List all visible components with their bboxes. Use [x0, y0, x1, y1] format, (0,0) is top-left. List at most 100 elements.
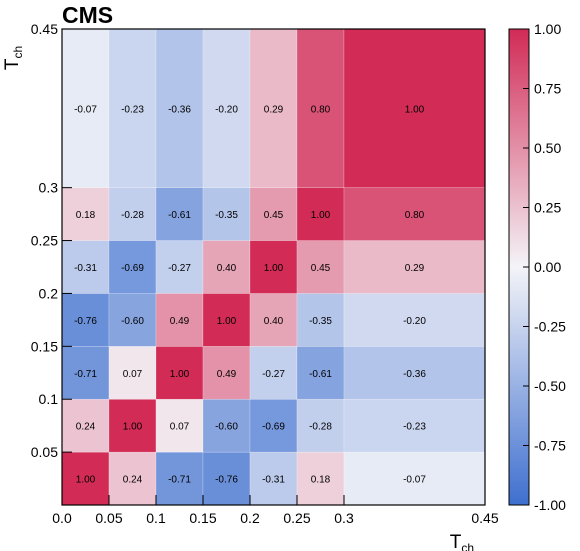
cell-value-label: -0.23: [403, 422, 426, 433]
y-axis-label: Tch: [2, 46, 25, 70]
cell-value-label: -0.07: [74, 104, 97, 115]
cell-value-label: -0.23: [121, 104, 144, 115]
cell-value-label: 0.07: [170, 422, 190, 433]
x-axis-ticks: 0.0 0.05 0.1 0.15 0.2 0.25 0.3 0.45: [52, 495, 499, 526]
colorbar-tick-label: 0.75: [534, 81, 561, 97]
heatmap-cell: [202, 28, 251, 188]
cell-value-label: -0.07: [403, 475, 426, 486]
cell-value-label: -0.20: [215, 104, 238, 115]
colorbar-tick-label: 1.00: [534, 21, 561, 37]
plot-frame: [61, 28, 486, 506]
cell-value-label: 0.24: [76, 422, 96, 433]
y-tick-label: 0.05: [31, 444, 58, 460]
heatmap-cell: [249, 346, 298, 400]
cell-value-label: -0.36: [168, 104, 191, 115]
cell-value-label: 0.45: [311, 263, 331, 274]
cell-value-label: 0.45: [264, 210, 284, 221]
x-tick-label: 0.45: [471, 510, 498, 526]
x-axis-label: Tch: [450, 532, 474, 551]
heatmap-cell: [343, 28, 486, 188]
cell-value-label: -0.60: [121, 316, 144, 327]
cell-value-label: 1.00: [76, 475, 96, 486]
cell-value-label: -0.35: [309, 316, 332, 327]
cell-value-label: 0.18: [311, 475, 331, 486]
cell-value-label: -0.61: [168, 210, 191, 221]
heatmap-cell: [296, 28, 345, 188]
cell-value-label: -0.36: [403, 369, 426, 380]
heatmap-cell: [343, 293, 486, 347]
x-tick-label: 0.05: [95, 510, 122, 526]
heatmap-cell: [296, 451, 345, 506]
cell-value-label: 0.49: [170, 316, 190, 327]
cell-value-label: 1.00: [405, 104, 425, 115]
cell-value-label: -0.60: [215, 422, 238, 433]
cell-value-label: 1.00: [217, 316, 237, 327]
heatmap-cell: [61, 187, 110, 241]
heatmap-cell: [249, 451, 298, 506]
cell-value-label: -0.27: [262, 369, 285, 380]
cell-value-label: -0.71: [168, 475, 191, 486]
cell-value-label: 0.80: [405, 210, 425, 221]
heatmap-cell: [155, 398, 204, 453]
heatmap-cell: [249, 28, 298, 188]
cell-value-label: 0.40: [217, 263, 237, 274]
cell-value-label: 0.24: [123, 475, 143, 486]
heatmap-cell: [155, 187, 204, 241]
heatmap-cell: [202, 346, 251, 400]
cell-value-label: 0.07: [123, 369, 143, 380]
heatmap-cell: [249, 187, 298, 241]
y-tick-label: 0.45: [31, 21, 58, 37]
cell-value-label: -0.27: [168, 263, 191, 274]
cell-value-label: -0.76: [74, 316, 97, 327]
heatmap-cell: [155, 346, 204, 400]
x-tick-label: 0.1: [146, 510, 166, 526]
cell-value-label: -0.69: [262, 422, 285, 433]
y-tick-label: 0.25: [31, 233, 58, 249]
cell-value-label: 1.00: [264, 263, 284, 274]
x-tick-label: 0.15: [189, 510, 216, 526]
x-tick-label: 0.2: [240, 510, 260, 526]
cell-value-label: -0.28: [309, 422, 332, 433]
cell-value-label: -0.31: [262, 475, 285, 486]
cell-value-label: -0.61: [309, 369, 332, 380]
colorbar-tick-label: 0.50: [534, 140, 561, 156]
cell-value-label: -0.35: [215, 210, 238, 221]
heatmap-cell: [343, 240, 486, 294]
cell-value-label: -0.71: [74, 369, 97, 380]
cell-value-label: 0.80: [311, 104, 331, 115]
heatmap-cell: [108, 346, 157, 400]
cell-value-label: 0.49: [217, 369, 237, 380]
colorbar-tick-label: 0.00: [534, 259, 561, 275]
heatmap-cell: [108, 398, 157, 453]
heatmap-cell: [296, 240, 345, 294]
colorbar-tick-label: -0.50: [534, 378, 566, 394]
heatmap-cell: [249, 398, 298, 453]
cell-value-label: -0.76: [215, 475, 238, 486]
cell-value-label: 1.00: [123, 422, 143, 433]
heatmap-cell: [155, 28, 204, 188]
cell-value-label: 0.29: [264, 104, 284, 115]
cell-value-label: -0.69: [121, 263, 144, 274]
cell-value-labels: 1.00 0.24 -0.71 -0.76 -0.31 0.18 -0.07 0.24 1.00…: [74, 104, 426, 485]
heatmap-cell: [61, 451, 110, 506]
heatmap-cell: [108, 293, 157, 347]
colorbar-tick-label: 0.25: [534, 200, 561, 216]
heatmap-cells: [61, 28, 486, 506]
heatmap-cell: [296, 187, 345, 241]
heatmap-cell: [108, 187, 157, 241]
cell-value-label: -0.31: [74, 263, 97, 274]
colorbar-tick-label: -0.25: [534, 319, 566, 335]
heatmap-cell: [61, 240, 110, 294]
heatmap-cell: [202, 293, 251, 347]
cell-value-label: 0.29: [405, 263, 425, 274]
x-tick-label: 0.3: [334, 510, 354, 526]
experiment-label: CMS: [62, 2, 113, 28]
x-tick-label: 0.0: [52, 510, 72, 526]
heatmap-cell: [296, 293, 345, 347]
cell-value-label: 1.00: [170, 369, 190, 380]
cell-value-label: -0.28: [121, 210, 144, 221]
heatmap-cell: [343, 346, 486, 400]
cell-value-label: 1.00: [311, 210, 331, 221]
y-tick-label: 0.1: [39, 391, 59, 407]
